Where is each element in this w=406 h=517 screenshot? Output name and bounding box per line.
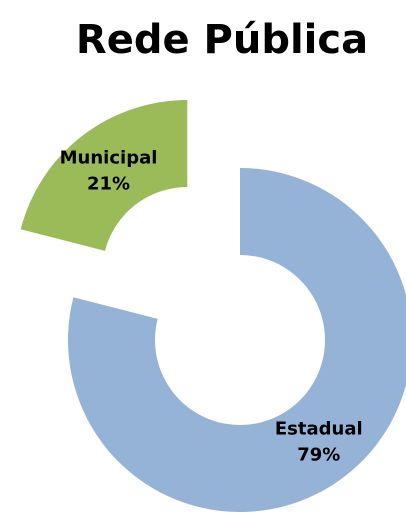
slice-value-label: 79% [297, 445, 340, 466]
slice-label: Municipal [60, 148, 158, 169]
slice [67, 168, 406, 512]
slice-value-label: 21% [87, 174, 130, 195]
slice [20, 100, 188, 251]
chart-title: Rede Pública [76, 17, 368, 63]
slice-label: Estadual [275, 419, 363, 440]
